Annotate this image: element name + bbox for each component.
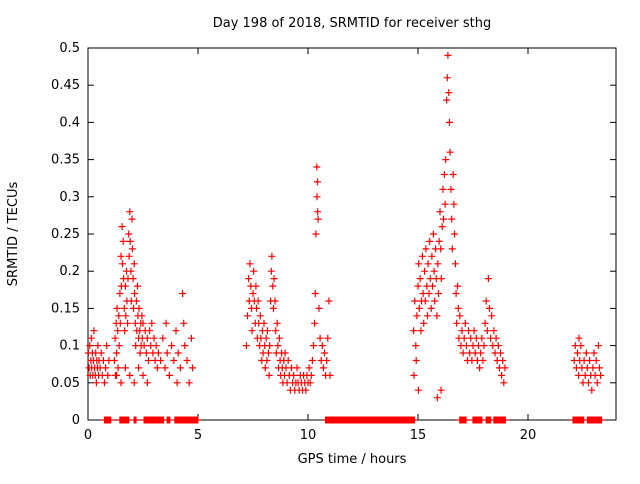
y-tick-label: 0.05 [51, 376, 80, 391]
plot-border [87, 47, 617, 421]
y-tick-label: 0.35 [51, 153, 80, 168]
y-tick-label: 0.5 [59, 41, 80, 56]
y-tick-label: 0.15 [51, 301, 80, 316]
y-tick-label: 0 [72, 413, 80, 428]
y-tick-label: 0.2 [59, 264, 80, 279]
chart-title: Day 198 of 2018, SRMTID for receiver sth… [213, 16, 492, 31]
y-tick-label: 0.25 [51, 227, 80, 242]
x-tick-label: 15 [410, 428, 427, 443]
data-points [84, 51, 605, 424]
y-tick-label: 0.45 [51, 78, 80, 93]
y-axis-label: SRMTID / TECUs [6, 182, 21, 287]
y-tick-label: 0.3 [59, 190, 80, 205]
y-tick-label: 0.1 [59, 339, 80, 354]
x-axis-label: GPS time / hours [298, 452, 407, 467]
x-tick-label: 5 [194, 428, 202, 443]
x-tick-label: 20 [520, 428, 537, 443]
x-tick-label: 0 [84, 428, 92, 443]
y-tick-label: 0.4 [59, 115, 80, 130]
scatter-markers [84, 51, 605, 424]
x-tick-label: 10 [300, 428, 317, 443]
